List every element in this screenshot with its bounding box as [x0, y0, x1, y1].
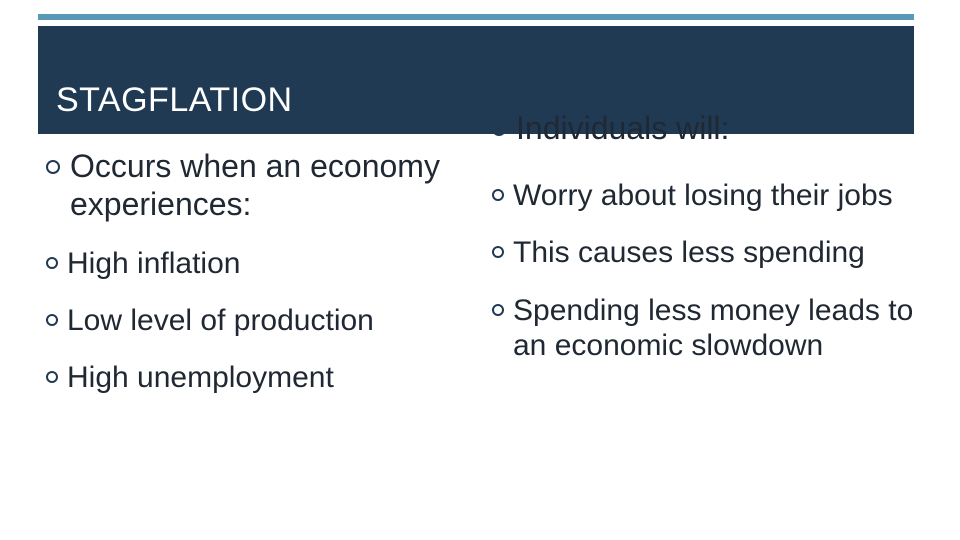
right-column: Individuals will: Worry about losing the… — [484, 136, 930, 520]
ring-bullet-icon — [492, 304, 504, 316]
left-item-text: High inflation — [67, 246, 240, 281]
slide-title: STAGFLATION — [56, 81, 293, 120]
accent-bar-thin — [38, 14, 914, 20]
list-item: Spending less money leads to an economic… — [492, 293, 922, 364]
right-item-text: This causes less spending — [513, 235, 865, 270]
right-heading: Individuals will: — [516, 110, 729, 148]
content-area: Occurs when an economy experiences: High… — [38, 136, 930, 520]
left-heading: Occurs when an economy experiences: — [70, 148, 476, 224]
list-item: Low level of production — [46, 303, 476, 338]
ring-bullet-icon — [46, 160, 60, 174]
ring-bullet-icon — [46, 314, 58, 326]
list-item: High inflation — [46, 246, 476, 281]
left-column: Occurs when an economy experiences: High… — [38, 136, 484, 520]
right-item-text: Worry about losing their jobs — [513, 178, 893, 213]
ring-bullet-icon — [492, 122, 506, 136]
left-item-text: High unemployment — [67, 360, 334, 395]
left-item-text: Low level of production — [67, 303, 374, 338]
ring-bullet-icon — [46, 371, 58, 383]
ring-bullet-icon — [492, 246, 504, 258]
title-box: STAGFLATION — [56, 74, 376, 126]
slide: { "colors": { "accent_bar": "#5a98b8", "… — [0, 0, 960, 540]
spacer — [492, 148, 922, 178]
list-item: High unemployment — [46, 360, 476, 395]
left-heading-item: Occurs when an economy experiences: — [46, 148, 476, 224]
ring-bullet-icon — [492, 189, 504, 201]
right-item-text: Spending less money leads to an economic… — [513, 293, 922, 364]
right-heading-item: Individuals will: — [492, 110, 729, 148]
list-item: This causes less spending — [492, 235, 922, 270]
list-item: Worry about losing their jobs — [492, 178, 922, 213]
ring-bullet-icon — [46, 257, 58, 269]
